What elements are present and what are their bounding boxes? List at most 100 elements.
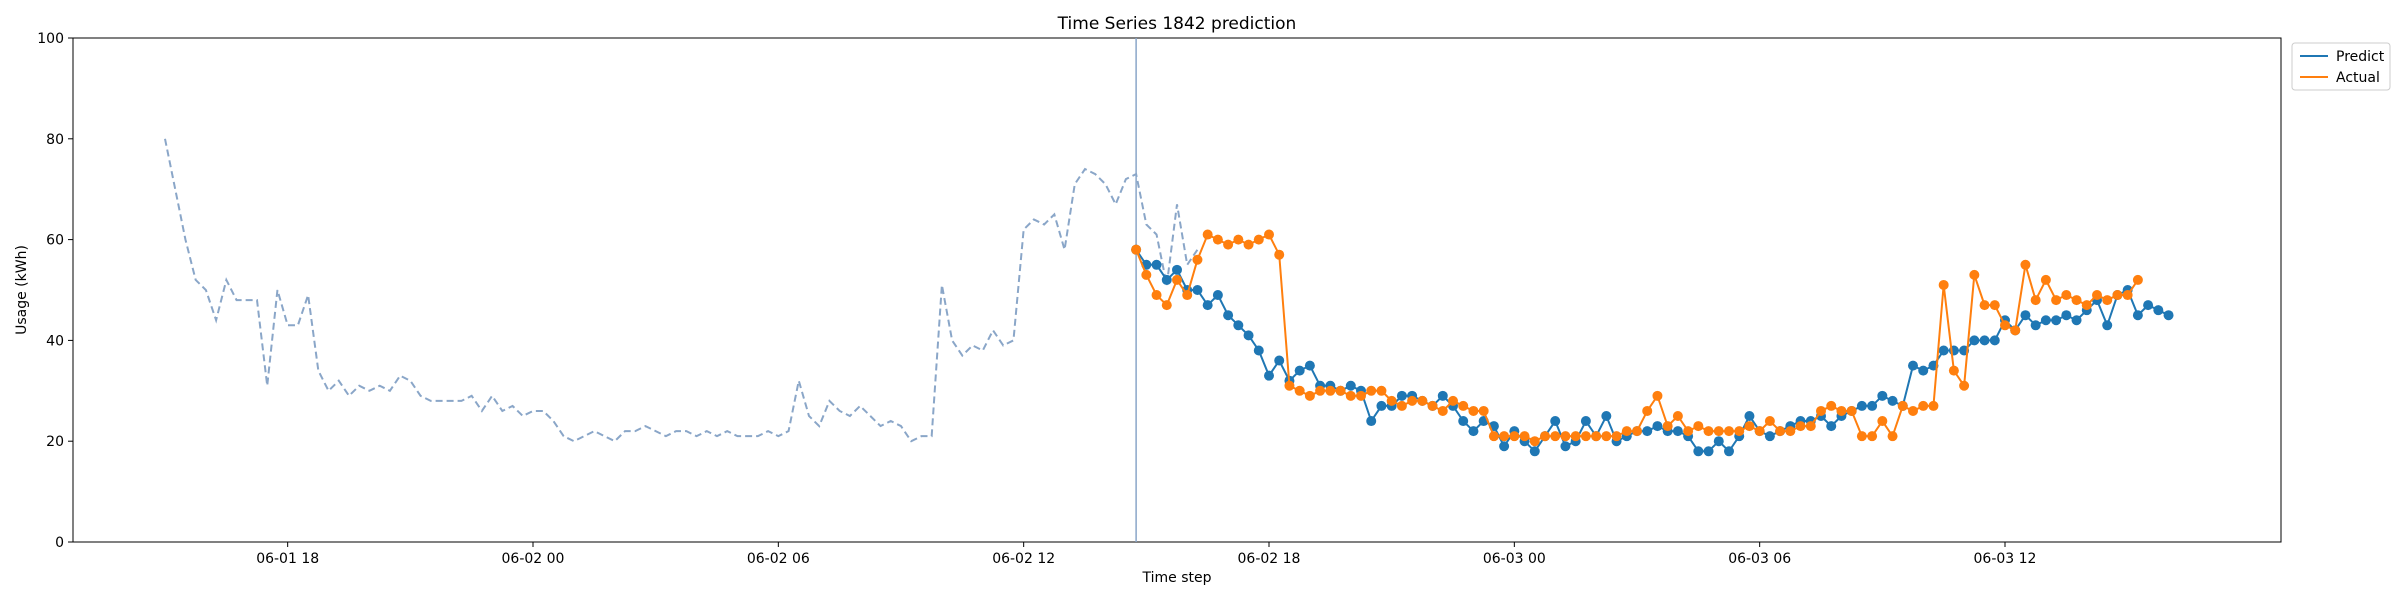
actual-point (1304, 390, 1315, 401)
legend-predict-label: Predict (2336, 49, 2385, 65)
predict-point (1376, 400, 1387, 411)
actual-point (1662, 421, 1673, 432)
actual-point (1509, 431, 1520, 442)
actual-point (1488, 431, 1499, 442)
actual-point (1805, 421, 1816, 432)
predict-point (2132, 310, 2143, 321)
predict-point (2143, 300, 2154, 311)
actual-point (1560, 431, 1571, 442)
predict-point (1580, 416, 1591, 427)
predict-point (1908, 360, 1918, 371)
actual-point (1580, 431, 1591, 442)
legend-box (2291, 42, 2391, 91)
predict-point (1989, 335, 2000, 346)
predict-point (1202, 300, 1213, 311)
actual-point (1172, 274, 1182, 285)
predict-point (1437, 390, 1448, 401)
x-axis: 06-01 18 06-02 00 06-02 06 06-02 12 06-02 18… (256, 542, 2036, 567)
actual-point (1672, 411, 1683, 421)
actual-point (2122, 290, 2133, 301)
predict-point (1458, 416, 1469, 427)
actual-point (2102, 295, 2113, 306)
y-tick-label: 40 (46, 333, 64, 349)
actual-point (1151, 290, 1162, 301)
actual-point (1540, 431, 1550, 442)
actual-point (1989, 300, 2000, 311)
actual-point (1366, 385, 1377, 396)
actual-point (1683, 426, 1694, 437)
actual-point (1928, 400, 1939, 411)
actual-point (1396, 400, 1407, 411)
predict-point (1161, 274, 1172, 285)
actual-point (1856, 431, 1867, 442)
actual-point (1458, 400, 1469, 411)
actual-point (1386, 395, 1397, 406)
actual-point (1959, 380, 1970, 391)
predict-point (1212, 290, 1223, 301)
actual-point (1948, 365, 1959, 376)
predict-point (1938, 345, 1949, 356)
actual-point (1315, 385, 1326, 396)
actual-point (1499, 431, 1510, 442)
actual-point (1775, 426, 1786, 437)
actual-point (1836, 405, 1847, 416)
actual-point (1202, 229, 1213, 240)
predict-point (2102, 320, 2113, 331)
plot-frame (72, 37, 2282, 543)
predict-point (1887, 395, 1898, 406)
predict-point (1713, 436, 1724, 447)
actual-point (1427, 400, 1438, 411)
y-tick-label: 100 (37, 31, 64, 47)
actual-point (1253, 234, 1264, 245)
predict-point (1304, 360, 1315, 371)
actual-point (2061, 290, 2072, 301)
actual-point (1611, 431, 1622, 442)
predict-point (1918, 365, 1929, 376)
predict-point (1243, 330, 1254, 341)
actual-point (1918, 400, 1929, 411)
legend: Predict Actual (2291, 42, 2391, 91)
actual-point (1223, 239, 1234, 250)
actual-point (1437, 405, 1448, 416)
actual-point (1478, 405, 1489, 416)
actual-point (1274, 249, 1285, 260)
predict-point (1744, 411, 1755, 421)
predict-point (1672, 426, 1683, 437)
actual-point (1724, 426, 1734, 437)
x-tick-label: 06-02 12 (992, 551, 1055, 567)
actual-point (1908, 405, 1918, 416)
actual-point (2040, 274, 2051, 285)
predict-point (2040, 315, 2051, 326)
predict-point (1652, 421, 1663, 432)
actual-point (1826, 400, 1837, 411)
predict-point (1560, 441, 1571, 452)
actual-point (1744, 421, 1755, 432)
actual-point (2071, 295, 2082, 306)
actual-point (1897, 400, 1908, 411)
actual-point (1529, 436, 1540, 447)
plot-area (72, 37, 2282, 543)
predict-point (1867, 400, 1878, 411)
actual-point (1417, 395, 1428, 406)
predict-point (1366, 416, 1377, 427)
actual-point (1703, 426, 1714, 437)
predict-point (1826, 421, 1837, 432)
predict-point (1601, 411, 1612, 421)
predict-point (2153, 305, 2164, 316)
x-tick-label: 06-03 12 (1974, 551, 2037, 567)
actual-point (1642, 405, 1653, 416)
actual-point (1887, 431, 1898, 442)
predict-point (2071, 315, 2082, 326)
actual-point (1877, 416, 1888, 427)
actual-point (1693, 421, 1704, 432)
actual-point (2030, 295, 2041, 306)
predict-point (1550, 416, 1561, 427)
chart-title: Time Series 1842 prediction (1057, 14, 1297, 34)
predict-point (1877, 390, 1888, 401)
actual-point (1325, 385, 1336, 396)
actual-point (1294, 385, 1305, 396)
actual-point (2112, 290, 2123, 301)
chart-marks (164, 38, 2174, 542)
predict-point (1499, 441, 1510, 452)
